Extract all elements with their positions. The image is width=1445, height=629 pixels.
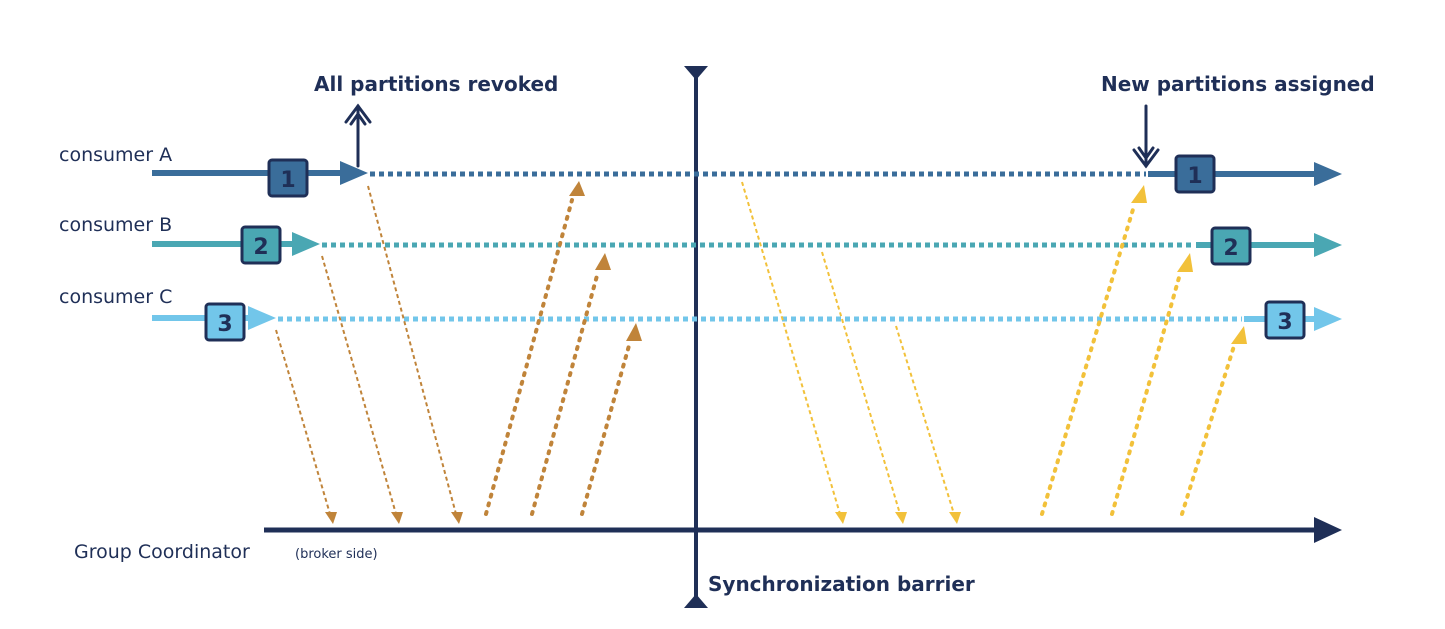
partition-box-a-right: 1 xyxy=(1174,154,1216,194)
partition-number: 1 xyxy=(280,168,295,193)
revoked-label: All partitions revoked xyxy=(314,72,558,96)
partition-box-b-right: 2 xyxy=(1210,226,1252,266)
sync-group-messages xyxy=(741,181,955,515)
partition-number: 2 xyxy=(1223,236,1238,261)
group-coordinator-timeline xyxy=(264,517,1342,543)
partition-number: 1 xyxy=(1187,164,1202,189)
coordinator-note: (broker side) xyxy=(295,547,378,562)
partition-box-c-right: 3 xyxy=(1264,300,1306,340)
consumer-b-label: consumer B xyxy=(59,214,172,236)
coordinator-label: Group Coordinator xyxy=(74,541,250,563)
partition-number: 3 xyxy=(1277,310,1292,335)
sync-response-messages xyxy=(1040,204,1236,516)
consumer-c-label: consumer C xyxy=(59,286,172,308)
partition-box-c-left: 3 xyxy=(204,302,246,342)
sync-group-arrowheads xyxy=(835,512,961,524)
arrow-up-icon xyxy=(344,103,372,168)
join-group-arrowheads xyxy=(325,512,463,524)
join-response-arrowheads xyxy=(569,181,642,341)
partition-box-a-left: 1 xyxy=(267,158,309,198)
barrier-label: Synchronization barrier xyxy=(708,572,975,596)
consumer-a-label: consumer A xyxy=(59,144,172,166)
partition-number: 2 xyxy=(253,235,268,260)
consumer-a-timeline xyxy=(152,161,1342,186)
partition-box-b-left: 2 xyxy=(240,225,282,265)
assigned-label: New partitions assigned xyxy=(1101,72,1375,96)
partition-number: 3 xyxy=(217,312,232,337)
consumer-c-timeline xyxy=(152,306,1342,331)
sync-response-arrowheads xyxy=(1131,185,1247,344)
arrow-down-icon xyxy=(1132,104,1160,169)
join-response-messages xyxy=(484,198,632,516)
join-group-messages xyxy=(275,185,457,515)
consumer-b-timeline xyxy=(152,232,1342,257)
synchronization-barrier xyxy=(684,66,708,608)
